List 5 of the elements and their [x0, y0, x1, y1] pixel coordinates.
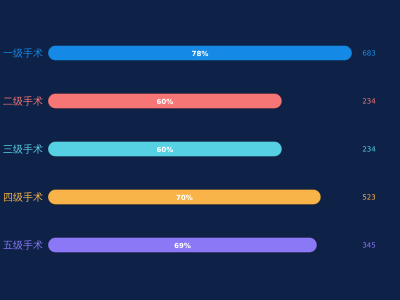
category: 三级手术	[3, 144, 43, 156]
category: 二级手术	[3, 96, 43, 108]
category: 五级手术	[3, 240, 43, 252]
category: 四级手术	[3, 192, 43, 204]
category: 一级手术	[3, 48, 43, 60]
